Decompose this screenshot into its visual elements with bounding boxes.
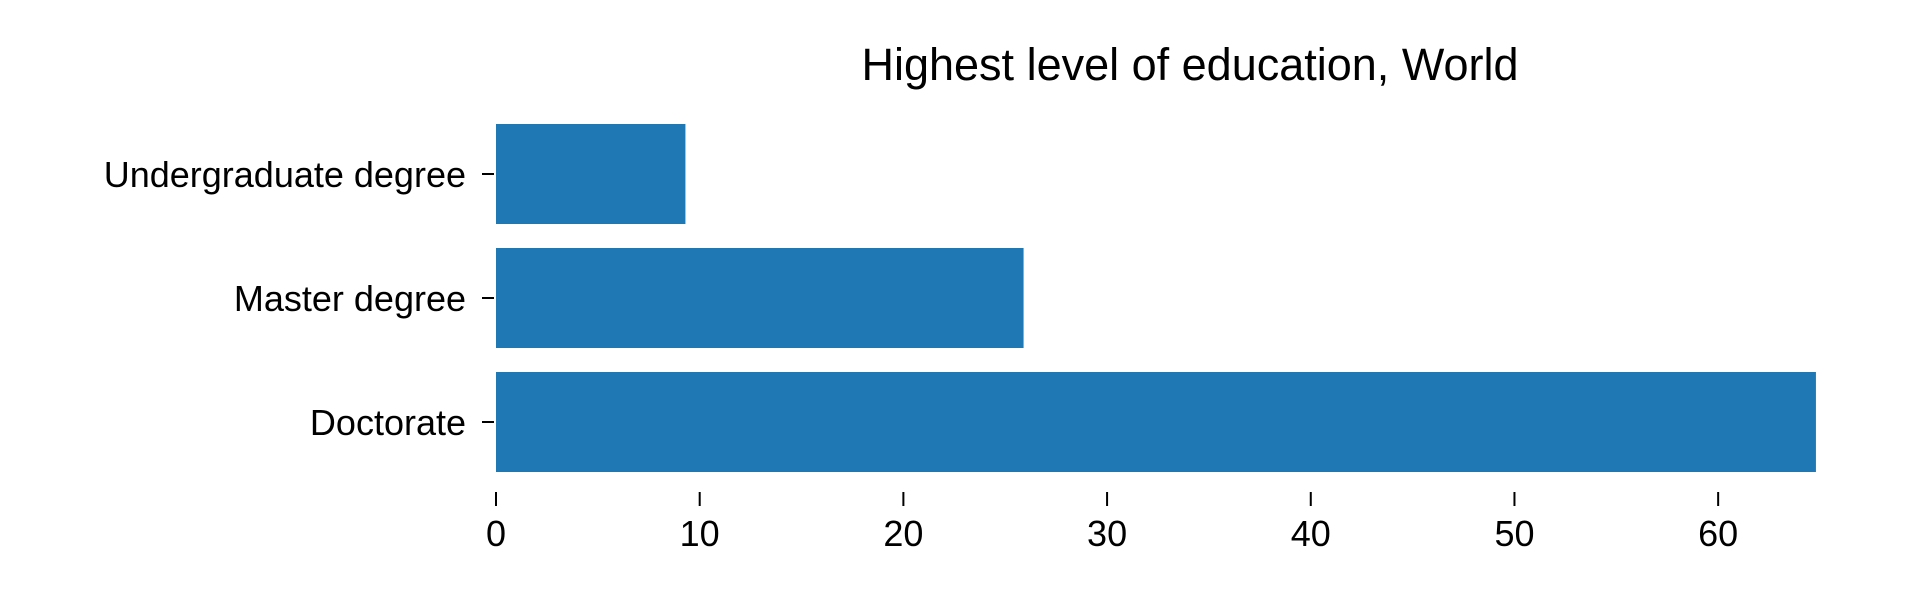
- x-axis: 0 10 20 30 40 50 60: [486, 492, 1738, 554]
- bar-doctorate: [496, 372, 1816, 472]
- chart-title: Highest level of education, World: [861, 39, 1518, 90]
- x-tick-label: 20: [883, 513, 923, 554]
- x-tick-label: 0: [486, 513, 506, 554]
- x-tick-label: 60: [1698, 513, 1738, 554]
- y-tick-label: Undergraduate degree: [104, 154, 466, 195]
- y-axis: Undergraduate degree Master degree Doctora…: [104, 154, 494, 443]
- x-tick-label: 30: [1087, 513, 1127, 554]
- bars-layer: [496, 124, 1816, 472]
- bar-master-degree: [496, 248, 1024, 348]
- bar-undergraduate-degree: [496, 124, 686, 224]
- y-tick-label: Master degree: [234, 278, 466, 319]
- x-tick-label: 50: [1494, 513, 1534, 554]
- x-tick-label: 40: [1291, 513, 1331, 554]
- x-tick-label: 10: [680, 513, 720, 554]
- y-tick-label: Doctorate: [310, 402, 466, 443]
